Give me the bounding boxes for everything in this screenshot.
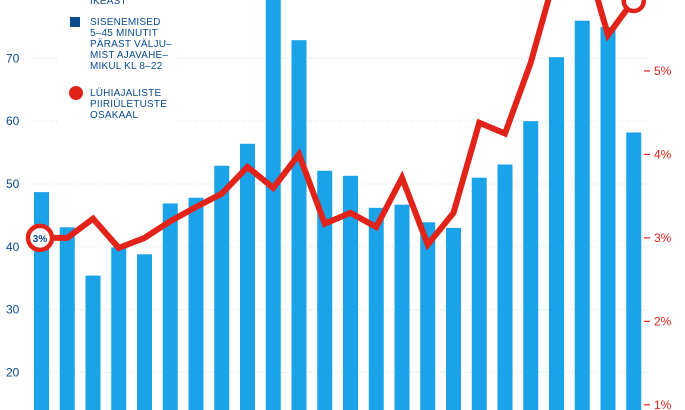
legend-line-label: LÜHIAJALISTE [90,87,161,99]
legend-line-label: OSAKAAL [90,110,138,121]
legend-cut-text: IKEAST [90,0,127,7]
bar-series [34,0,642,410]
left-axis-ticks: 20 30 40 50 60 70 [6,51,20,379]
bar [394,204,410,410]
legend-line-swatch [69,86,83,100]
right-tick-label: 4% [654,147,672,161]
right-tick-label: 3% [654,231,672,245]
legend-bar-label: 5–45 MINUTIT [90,28,158,39]
bar [214,165,230,410]
bar [265,0,281,410]
left-tick-label: 50 [6,177,20,191]
left-tick-label: 70 [6,51,20,65]
bar [137,254,152,410]
bar [626,132,642,410]
right-tick-label: 2% [654,314,672,328]
right-tick-label: 5% [654,64,672,78]
bar [85,275,101,410]
bar [574,20,590,410]
legend-bar-label: MIKUL KL 8–22 [90,61,163,72]
bar [497,164,513,410]
left-tick-label: 40 [6,240,20,254]
start-label: 3% [33,234,48,245]
bar [59,227,75,410]
line-path [40,0,637,252]
bar [188,197,204,410]
bar [600,27,616,410]
bar [471,177,487,410]
bar [240,143,255,410]
legend-bar-label: SISENEMISED [90,17,161,28]
bar [523,121,539,410]
right-tick-label: 1% [654,398,672,410]
line-end-marker [621,0,646,14]
bar [317,170,333,410]
bar [162,203,178,410]
bar [549,57,564,410]
legend-bar-label: MIST AJAVAHE– [90,50,168,61]
bar [368,207,384,410]
bar [446,227,461,410]
line-start-marker [25,223,55,253]
line-series: 3% [25,0,646,253]
left-tick-label: 20 [6,365,20,379]
bar [291,40,307,410]
legend-line-label: PIIRIÜLETUSTE [90,98,167,110]
right-axis-ticks: 1% 2% 3% 4% 5% [644,64,672,410]
legend-bar-swatch [70,17,80,27]
bar [111,247,127,410]
bar [343,175,358,410]
left-tick-label: 30 [6,303,20,317]
left-tick-label: 60 [6,114,20,128]
legend-bar-label: PÄRAST VÄLJU– [90,38,172,50]
bar [420,222,436,410]
